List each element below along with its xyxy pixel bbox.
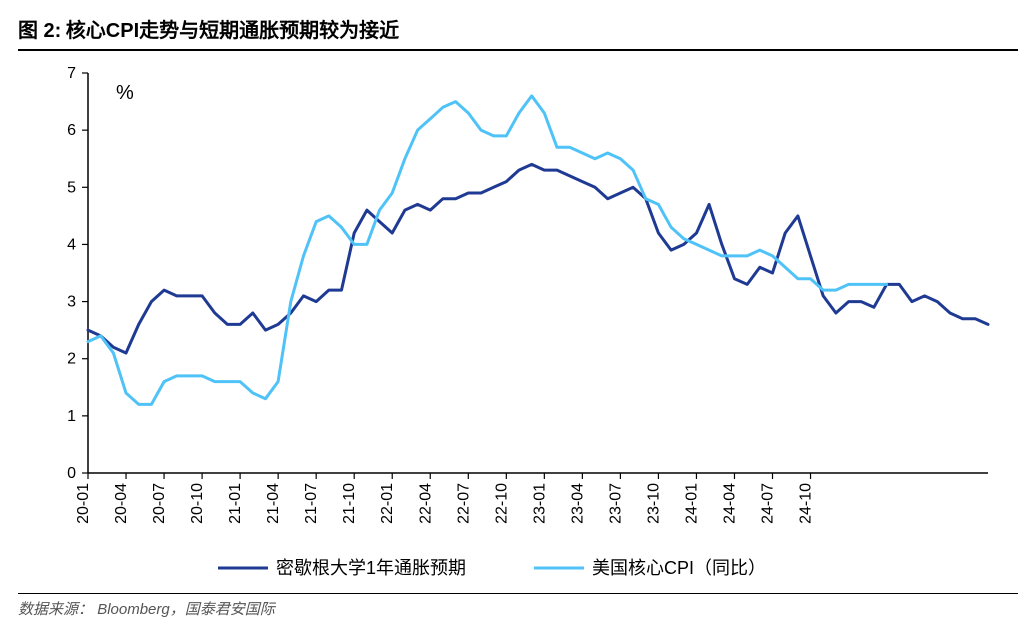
figure-container: 图 2: 核心CPI走势与短期通胀预期较为接近 0 1 2 3 4 5 6 7% 20-01 20… — [0, 0, 1036, 629]
svg-text:20-01: 20-01 — [75, 483, 92, 524]
figure-number: 图 2: — [18, 20, 61, 42]
svg-text:0: 0 — [67, 465, 76, 482]
svg-text:4: 4 — [67, 236, 76, 253]
svg-text:22-07: 22-07 — [455, 483, 472, 524]
svg-text:23-04: 23-04 — [569, 483, 586, 524]
svg-text:24-01: 24-01 — [683, 483, 700, 524]
svg-text:24-07: 24-07 — [760, 483, 777, 524]
source-row: 数据来源： Bloomberg，国泰君安国际 — [18, 593, 1018, 625]
svg-text:24-04: 24-04 — [721, 483, 738, 524]
svg-text:23-01: 23-01 — [531, 483, 548, 524]
svg-text:密歇根大学1年通胀预期: 密歇根大学1年通胀预期 — [276, 558, 466, 578]
figure-title-row: 图 2: 核心CPI走势与短期通胀预期较为接近 — [18, 8, 1018, 51]
svg-text:22-04: 22-04 — [417, 483, 434, 524]
svg-text:2: 2 — [67, 351, 76, 368]
svg-text:24-10: 24-10 — [798, 483, 815, 524]
svg-text:21-04: 21-04 — [265, 483, 282, 524]
svg-text:%: % — [116, 82, 134, 104]
svg-text:6: 6 — [67, 122, 76, 139]
svg-text:20-07: 20-07 — [151, 483, 168, 524]
source-label: 数据来源： — [18, 601, 93, 618]
svg-text:21-01: 21-01 — [227, 483, 244, 524]
svg-text:22-01: 22-01 — [379, 483, 396, 524]
svg-text:21-10: 21-10 — [341, 483, 358, 524]
svg-text:21-07: 21-07 — [303, 483, 320, 524]
line-chart-svg: 0 1 2 3 4 5 6 7% 20-01 20-04 20-07 20-10 21-01 21-04 2… — [18, 53, 1018, 593]
svg-text:22-10: 22-10 — [493, 483, 510, 524]
svg-text:23-07: 23-07 — [607, 483, 624, 524]
chart-area: 0 1 2 3 4 5 6 7% 20-01 20-04 20-07 20-10 21-01 21-04 2… — [18, 53, 1018, 593]
svg-text:3: 3 — [67, 294, 76, 311]
svg-text:20-10: 20-10 — [189, 483, 206, 524]
figure-title: 核心CPI走势与短期通胀预期较为接近 — [66, 20, 399, 42]
source-text: Bloomberg，国泰君安国际 — [97, 601, 275, 618]
svg-text:20-04: 20-04 — [113, 483, 130, 524]
svg-text:5: 5 — [67, 179, 76, 196]
svg-text:1: 1 — [67, 408, 76, 425]
svg-text:23-10: 23-10 — [645, 483, 662, 524]
svg-text:7: 7 — [67, 65, 76, 82]
svg-text:美国核心CPI（同比）: 美国核心CPI（同比） — [592, 558, 766, 578]
